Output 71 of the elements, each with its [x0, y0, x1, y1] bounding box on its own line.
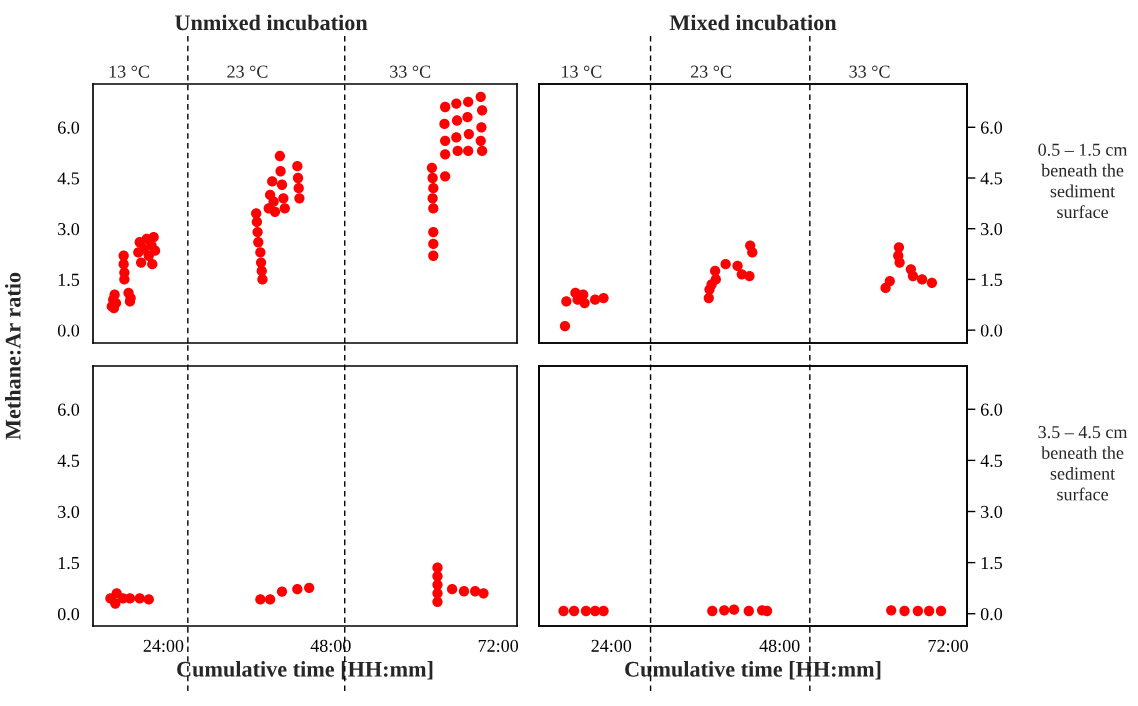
- x-tick-label: 24:00: [591, 639, 632, 652]
- chart-title: Unmixed incubation: [175, 14, 368, 31]
- y2-axis-title: 3.5 – 4.5 cm beneath the sediment surface: [1038, 426, 1128, 501]
- point: [458, 586, 470, 597]
- y2-tick-label: 6.0: [980, 121, 1003, 134]
- point: [561, 296, 572, 307]
- point: [143, 594, 154, 605]
- point: [709, 265, 721, 277]
- text: 13 °C: [109, 65, 149, 78]
- y-tick-label: 0.0: [57, 607, 80, 621]
- y-tick-label: 4.5: [57, 454, 80, 467]
- y2-tick-label: 4.5: [980, 172, 1003, 185]
- point: [732, 260, 743, 272]
- y2-tick-label: 3.0: [981, 222, 1003, 236]
- y2-axis-title: 0.5 – 1.5 cm beneath the sediment surface: [1038, 143, 1128, 219]
- y-tick-label: 1.5: [58, 556, 80, 570]
- text: 23 °C: [227, 65, 268, 78]
- point: [432, 596, 443, 607]
- y-tick-label: 6.0: [58, 403, 80, 416]
- x-tick-label: 72:00: [478, 639, 519, 652]
- point: [747, 247, 758, 258]
- y-tick-label: 3.0: [58, 505, 80, 519]
- x-axis-title: Cumulative time [HH:mm]: [177, 661, 433, 680]
- point: [264, 594, 276, 605]
- point: [559, 320, 571, 332]
- x-tick-label: 48:00: [759, 639, 800, 652]
- y-tick-label: 4.5: [57, 172, 80, 185]
- y-tick-label: 6.0: [58, 121, 80, 134]
- point: [292, 584, 303, 595]
- text: 13 °C: [562, 65, 602, 78]
- point: [893, 242, 905, 253]
- point: [105, 593, 116, 604]
- point: [470, 586, 481, 597]
- x-tick-label: 72:00: [928, 639, 968, 652]
- y2-tick-label: 0.0: [980, 324, 1003, 337]
- y2-tick-label: 1.5: [981, 556, 1003, 570]
- point: [432, 571, 443, 582]
- chart-title: Mixed incubation: [669, 14, 837, 31]
- x-tick-label: 48:00: [310, 639, 351, 652]
- point: [598, 292, 609, 304]
- y-tick-label: 0.0: [57, 324, 80, 337]
- text: 23 °C: [690, 65, 732, 78]
- y-axis-title: Methane:Ar ratio: [5, 272, 21, 440]
- point: [894, 257, 905, 268]
- point: [579, 297, 590, 309]
- point: [304, 582, 315, 593]
- point: [744, 270, 755, 282]
- x-axis-title: Cumulative time [HH:mm]: [625, 661, 881, 680]
- point: [916, 274, 928, 285]
- point: [884, 275, 895, 287]
- point: [589, 294, 601, 305]
- point: [720, 259, 731, 270]
- text: 33 °C: [390, 65, 431, 78]
- point: [446, 584, 458, 595]
- point: [926, 277, 938, 288]
- point: [276, 586, 288, 597]
- y2-tick-label: 0.0: [980, 607, 1003, 621]
- text: 33 °C: [849, 65, 890, 78]
- point: [255, 594, 266, 605]
- y-tick-label: 1.5: [58, 273, 80, 286]
- y2-tick-label: 4.5: [980, 454, 1003, 467]
- y2-tick-label: 6.0: [980, 403, 1003, 416]
- y2-tick-label: 3.0: [981, 505, 1003, 519]
- point: [907, 270, 919, 282]
- point: [710, 274, 721, 285]
- point: [703, 292, 714, 304]
- point: [134, 593, 145, 604]
- y-tick-label: 3.0: [58, 222, 80, 236]
- x-tick-label: 24:00: [143, 639, 184, 652]
- point: [478, 588, 489, 599]
- y2-tick-label: 1.5: [981, 273, 1003, 286]
